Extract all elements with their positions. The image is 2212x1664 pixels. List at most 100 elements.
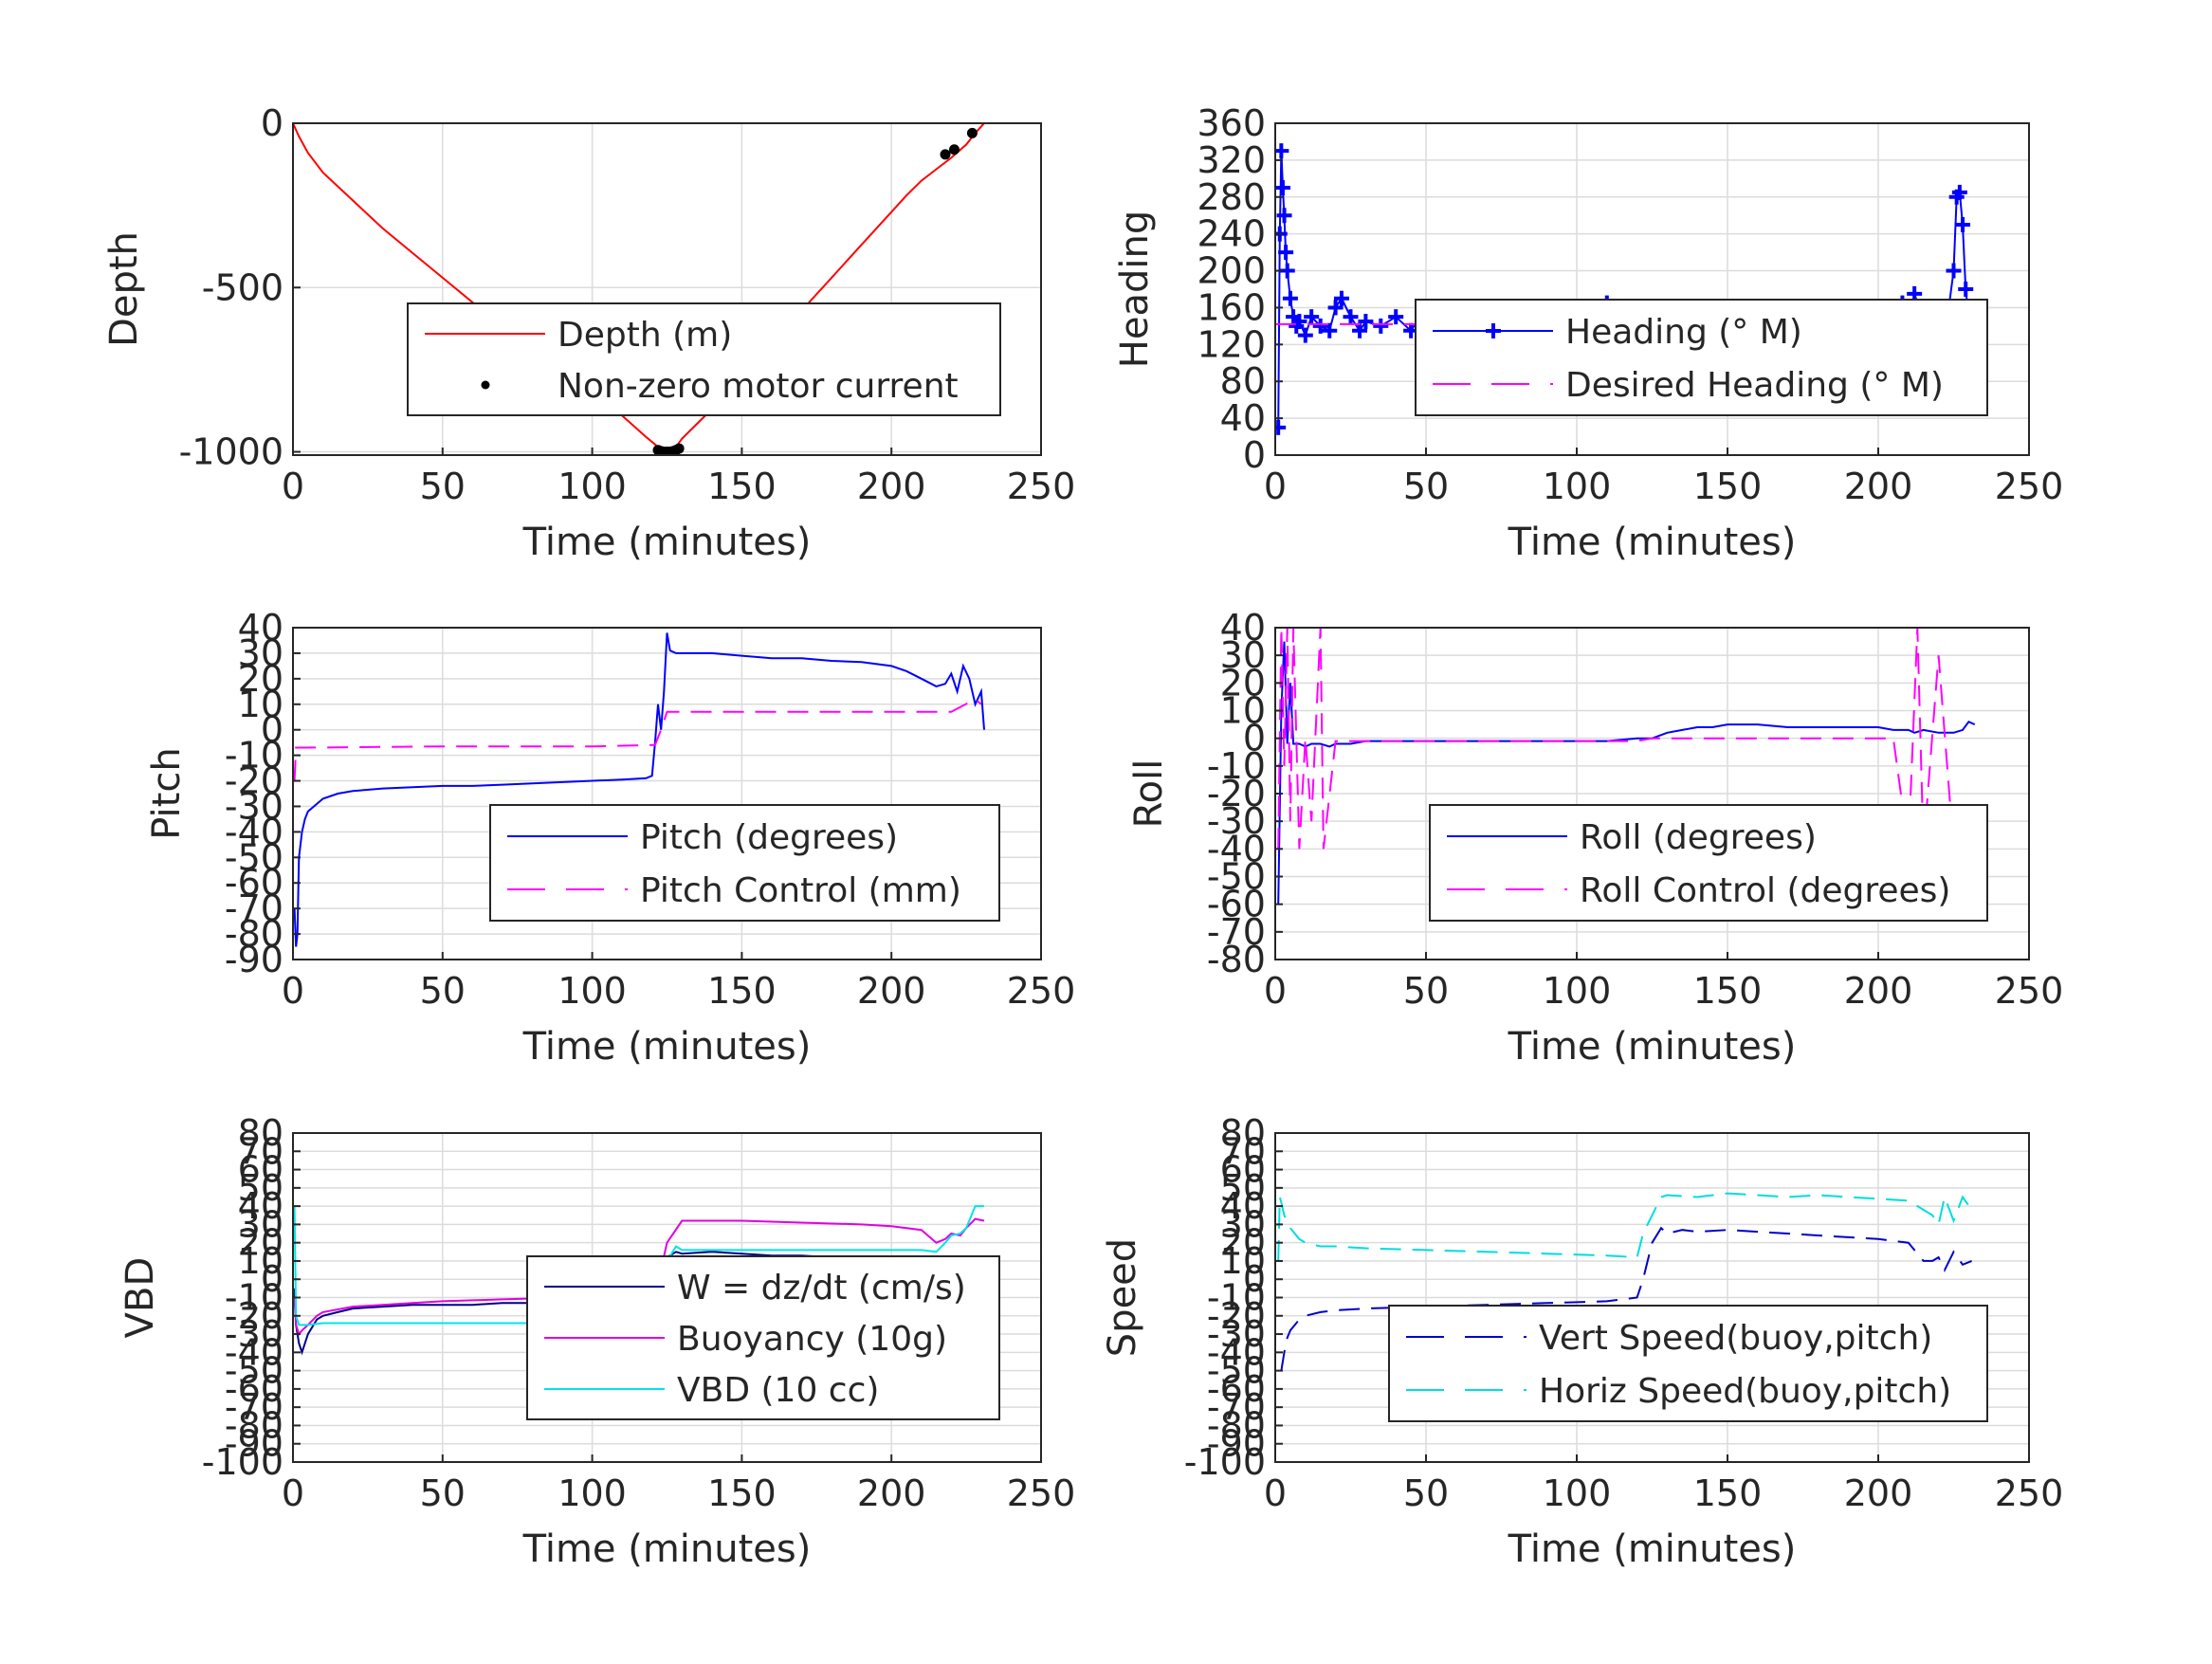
y-tick-label: -10 — [1207, 1277, 1266, 1319]
series-marker — [1275, 180, 1290, 196]
y-tick-label: 10 — [238, 1240, 283, 1282]
legend-item: Horiz Speed(buoy,pitch) — [1406, 1372, 1951, 1411]
y-tick-label: 160 — [1197, 286, 1266, 328]
x-axis-label: Time (minutes) — [1508, 1025, 1797, 1069]
legend-label: Pitch (degrees) — [640, 818, 898, 857]
y-tick-label: -20 — [225, 760, 283, 802]
legend-item: Vert Speed(buoy,pitch) — [1406, 1319, 1932, 1358]
y-tick-label: -80 — [225, 1404, 283, 1446]
y-tick-label: -90 — [1207, 1423, 1266, 1465]
y-tick-label: -30 — [225, 785, 283, 827]
y-tick-label: -40 — [225, 1331, 283, 1373]
series-line — [1277, 628, 1969, 850]
series-marker — [1388, 309, 1404, 325]
axis-box — [292, 122, 1042, 456]
x-tick-label: 250 — [1995, 1472, 2064, 1514]
y-tick-label: 0 — [1243, 718, 1266, 759]
y-tick-label: -70 — [225, 1386, 283, 1428]
series-marker — [1275, 143, 1289, 159]
x-tick-label: 100 — [558, 1472, 627, 1514]
y-tick-label: -60 — [225, 1368, 283, 1410]
x-tick-label: 0 — [282, 970, 304, 1012]
y-tick-label: -60 — [1207, 884, 1266, 925]
y-tick-label: -10 — [225, 1277, 283, 1319]
legend-item: W = dz/dt (cm/s) — [544, 1269, 966, 1307]
x-tick-label: 200 — [857, 466, 926, 507]
y-axis-label: Speed — [1101, 1238, 1144, 1357]
y-tick-label: 10 — [1220, 690, 1266, 732]
series-line — [1277, 1192, 1973, 1261]
y-tick-label: -50 — [1207, 856, 1266, 898]
x-tick-label: 50 — [420, 1472, 466, 1514]
y-tick-label: 50 — [238, 1167, 283, 1209]
x-tick-label: 250 — [1995, 466, 2064, 507]
series-group — [1277, 628, 1976, 905]
y-tick-label: -30 — [225, 1313, 283, 1355]
legend: Depth (m) Non-zero motor current — [407, 302, 1001, 416]
legend: W = dz/dt (cm/s) Buoyancy (10g) VBD (10 cc… — [526, 1255, 1000, 1420]
series-marker — [1297, 327, 1313, 343]
y-tick-label: 0 — [261, 1258, 283, 1300]
series-marker — [1951, 184, 1967, 200]
series-marker — [1291, 314, 1307, 330]
y-tick-label: -50 — [225, 836, 283, 878]
legend-label: VBD (10 cc) — [677, 1371, 879, 1410]
y-tick-label: 80 — [238, 1112, 283, 1154]
series-marker — [1304, 309, 1320, 325]
y-tick-label: -20 — [1207, 1295, 1266, 1337]
x-tick-label: 150 — [707, 466, 777, 507]
y-tick-label: 120 — [1197, 323, 1266, 365]
legend-item: Pitch Control (mm) — [507, 871, 961, 910]
y-axis-label: Roll — [1127, 759, 1171, 829]
legend: Roll (degrees) Roll Control (degrees) — [1429, 804, 1988, 922]
legend-label: W = dz/dt (cm/s) — [677, 1269, 966, 1307]
legend-label: Roll (degrees) — [1580, 818, 1817, 857]
y-tick-label: -60 — [225, 862, 283, 904]
series-marker — [1352, 322, 1368, 338]
y-axis-label: Depth — [102, 231, 146, 347]
legend-box — [1415, 299, 1988, 416]
series-marker — [1312, 318, 1328, 334]
y-tick-label: 60 — [238, 1149, 283, 1191]
x-axis-label: Time (minutes) — [522, 1025, 812, 1069]
y-tick-label: -100 — [1184, 1441, 1266, 1483]
y-tick-label: -20 — [225, 1295, 283, 1337]
chart-1: 0 50 100 150 200 2500408012016020024028032036… — [1113, 102, 2063, 564]
y-tick-label: 10 — [1220, 1240, 1266, 1282]
y-tick-label: 0 — [1243, 434, 1266, 476]
x-tick-label: 0 — [282, 466, 304, 507]
y-tick-label: 20 — [238, 1222, 283, 1264]
legend-item: Pitch (degrees) — [507, 818, 898, 857]
legend-item: Buoyancy (10g) — [544, 1320, 947, 1359]
series-marker — [1322, 322, 1338, 338]
y-tick-label: -10 — [225, 735, 283, 777]
x-tick-label: 100 — [1543, 970, 1612, 1012]
y-tick-label: -100 — [202, 1441, 283, 1483]
y-tick-label: -80 — [225, 913, 283, 955]
x-tick-label: 150 — [1693, 466, 1763, 507]
x-tick-label: 200 — [857, 1472, 926, 1514]
chart-2: 0 50 100 150 200 250-90-80-70-60-50-40-30-20-… — [145, 607, 1075, 1069]
y-tick-label: 80 — [1220, 360, 1266, 402]
legend-label: Depth (m) — [558, 316, 732, 355]
series-marker — [1955, 216, 1971, 232]
x-tick-label: 0 — [1264, 466, 1287, 507]
legend-item: Depth (m) — [425, 316, 732, 355]
series-point — [948, 144, 960, 155]
y-tick-label: 70 — [1220, 1130, 1266, 1172]
x-tick-label: 200 — [857, 970, 926, 1012]
y-tick-label: 240 — [1197, 213, 1266, 255]
y-tick-label: 40 — [1220, 397, 1266, 439]
legend-label: Pitch Control (mm) — [640, 871, 961, 910]
legend-swatch — [481, 380, 490, 390]
y-tick-label: -50 — [1207, 1350, 1266, 1392]
x-tick-label: 50 — [420, 466, 466, 507]
y-tick-label: 30 — [1220, 1203, 1266, 1245]
y-tick-label: 200 — [1197, 250, 1266, 292]
x-axis-label: Time (minutes) — [522, 521, 812, 564]
y-tick-label: 30 — [238, 1203, 283, 1245]
legend-item: Non-zero motor current — [481, 367, 959, 406]
x-tick-label: 0 — [1264, 1472, 1287, 1514]
x-tick-label: 50 — [420, 970, 466, 1012]
